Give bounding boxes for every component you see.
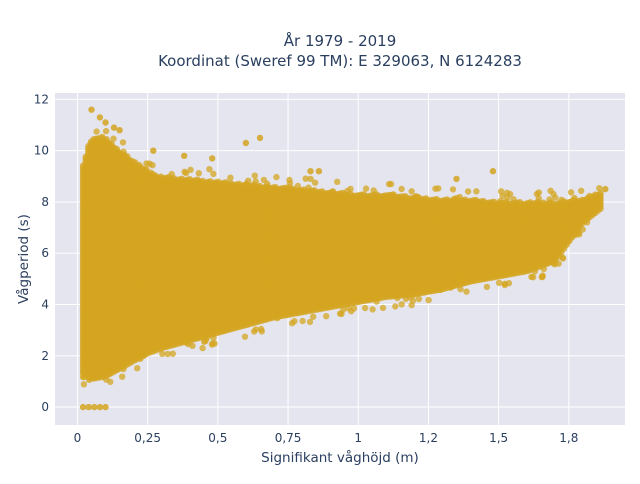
chart-container: 00,250,50,7511,21,51,8 024681012 År 1979… [0,0,640,480]
scatter-chart: 00,250,50,7511,21,51,8 024681012 År 1979… [0,0,640,480]
